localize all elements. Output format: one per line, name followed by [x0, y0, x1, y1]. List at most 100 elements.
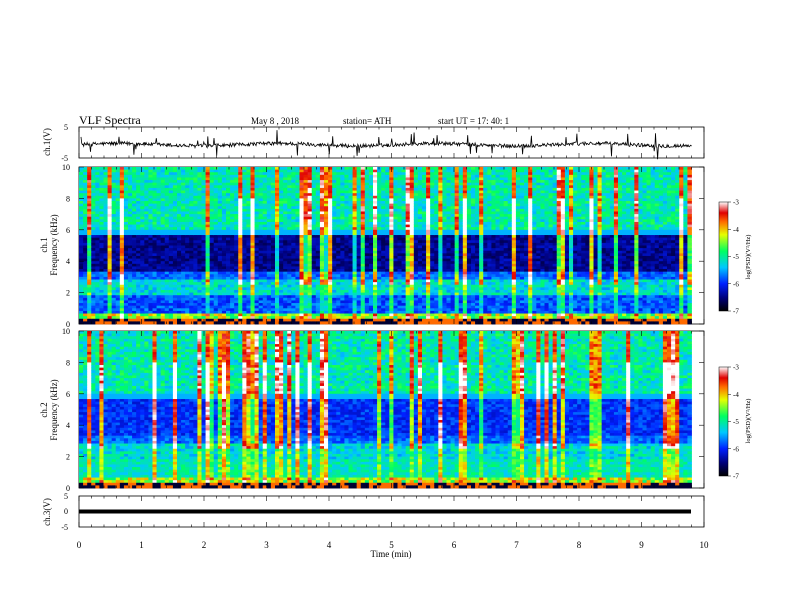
- spectrogram-cell: [115, 318, 121, 322]
- spectrogram-cell: [201, 292, 206, 296]
- spectrogram-cell: [336, 167, 341, 171]
- spectrogram-cell: [209, 227, 215, 231]
- spectrogram-cell: [328, 195, 333, 199]
- spectrogram-cell: [389, 203, 394, 207]
- spectrogram-cell: [95, 292, 100, 296]
- spectrogram-cell: [250, 289, 255, 293]
- spectrogram-cell: [148, 266, 153, 270]
- spectrogram-cell: [95, 221, 100, 225]
- spectrogram-cell: [368, 229, 374, 233]
- spectrogram-cell: [164, 211, 170, 215]
- spectrogram-cell: [311, 203, 317, 207]
- spectrogram-cell: [389, 287, 394, 291]
- spectrogram-cell: [221, 190, 227, 194]
- spectrogram-cell: [168, 182, 174, 186]
- spectrogram-cell: [132, 276, 137, 280]
- spectrogram-cell: [197, 318, 202, 322]
- spectrogram-cell: [99, 169, 104, 173]
- spectrogram-cell: [258, 253, 264, 257]
- spectrogram-cell: [201, 271, 206, 275]
- spectrogram-cell: [217, 255, 223, 259]
- spectrogram-cell: [315, 310, 321, 314]
- spectrogram-cell: [340, 250, 345, 254]
- spectrogram-cell: [246, 316, 251, 320]
- spectrogram-cell: [254, 224, 260, 228]
- spectrogram-cell: [226, 318, 231, 322]
- spectrogram-cell: [209, 269, 215, 273]
- spectrogram-cell: [177, 240, 182, 244]
- spectrogram-cell: [368, 237, 374, 241]
- spectrogram-cell: [319, 253, 325, 257]
- spectrogram-cell: [401, 289, 407, 293]
- spectrogram-cell: [283, 208, 288, 212]
- spectrogram-cell: [201, 198, 206, 202]
- spectrogram-cell: [303, 297, 309, 301]
- spectrogram-cell: [234, 203, 239, 207]
- spectrogram-cell: [336, 174, 341, 178]
- spectrogram-cell: [87, 211, 92, 215]
- spectrogram-cell: [140, 193, 145, 197]
- spectrogram-cell: [401, 248, 407, 252]
- spectrogram-cell: [270, 253, 276, 257]
- spectrogram-cell: [348, 169, 353, 173]
- spectrogram-cell: [83, 195, 88, 199]
- spectrogram-cell: [128, 269, 133, 273]
- spectrogram-cell: [405, 232, 411, 236]
- spectrogram-cell: [172, 308, 178, 312]
- spectrogram-cell: [123, 248, 129, 252]
- spectrogram-cell: [270, 289, 276, 293]
- spectrogram-cell: [136, 258, 141, 262]
- spectrogram-cell: [295, 193, 300, 197]
- spectrogram-cell: [311, 284, 317, 288]
- spectrogram-cell: [230, 321, 235, 325]
- spectrogram-cell: [168, 282, 174, 286]
- spectrogram-cell: [291, 211, 296, 215]
- spectrogram-cell: [311, 303, 317, 307]
- spectrogram-cell: [344, 216, 349, 220]
- spectrogram-cell: [238, 185, 243, 189]
- spectrogram-cell: [295, 310, 300, 314]
- spectrogram-cell: [136, 263, 141, 267]
- spectrogram-cell: [132, 216, 137, 220]
- spectrogram-cell: [115, 250, 121, 254]
- spectrogram-cell: [295, 221, 300, 225]
- spectrogram-cell: [328, 276, 333, 280]
- spectrogram-cell: [279, 282, 284, 286]
- spectrogram-cell: [221, 206, 227, 210]
- spectrogram-cell: [295, 201, 300, 205]
- spectrogram-cell: [148, 198, 153, 202]
- spectrogram-cell: [217, 174, 223, 178]
- spectrogram-cell: [230, 316, 235, 320]
- date-label: May 8 , 2018: [251, 116, 299, 126]
- spectrogram-cell: [389, 187, 394, 191]
- spectrogram-cell: [95, 203, 100, 207]
- spectrogram-cell: [409, 169, 415, 173]
- spectrogram-cell: [401, 235, 407, 239]
- spectrogram-cell: [242, 266, 247, 270]
- spectrogram-cell: [119, 182, 125, 186]
- spectrogram-cell: [140, 214, 145, 218]
- spectrogram-cell: [189, 289, 194, 293]
- spectrogram-cell: [123, 219, 129, 223]
- spectrogram-cell: [275, 269, 280, 273]
- spectrogram-cell: [295, 308, 300, 312]
- spectrogram-cell: [287, 177, 292, 181]
- spectrogram-cell: [266, 250, 272, 254]
- spectrogram-cell: [258, 263, 264, 267]
- spectrogram-cell: [332, 292, 337, 296]
- spectrogram-cell: [328, 211, 333, 215]
- spectrogram-cell: [348, 172, 353, 176]
- spectrogram-cell: [156, 174, 162, 178]
- spectrogram-cell: [262, 279, 268, 283]
- spectrogram-cell: [136, 190, 141, 194]
- spectrogram-cell: [205, 232, 211, 236]
- spectrogram-cell: [160, 203, 166, 207]
- ch1-ytick-bottom: -5: [61, 154, 68, 163]
- spectrogram-cell: [389, 185, 394, 189]
- spectrogram-cell: [299, 219, 304, 223]
- spectrogram-cell: [413, 232, 419, 236]
- spectrogram-cell: [230, 253, 235, 257]
- spectrogram-cell: [401, 297, 407, 301]
- spectrogram-cell: [250, 167, 255, 171]
- spectrogram-cell: [246, 289, 251, 293]
